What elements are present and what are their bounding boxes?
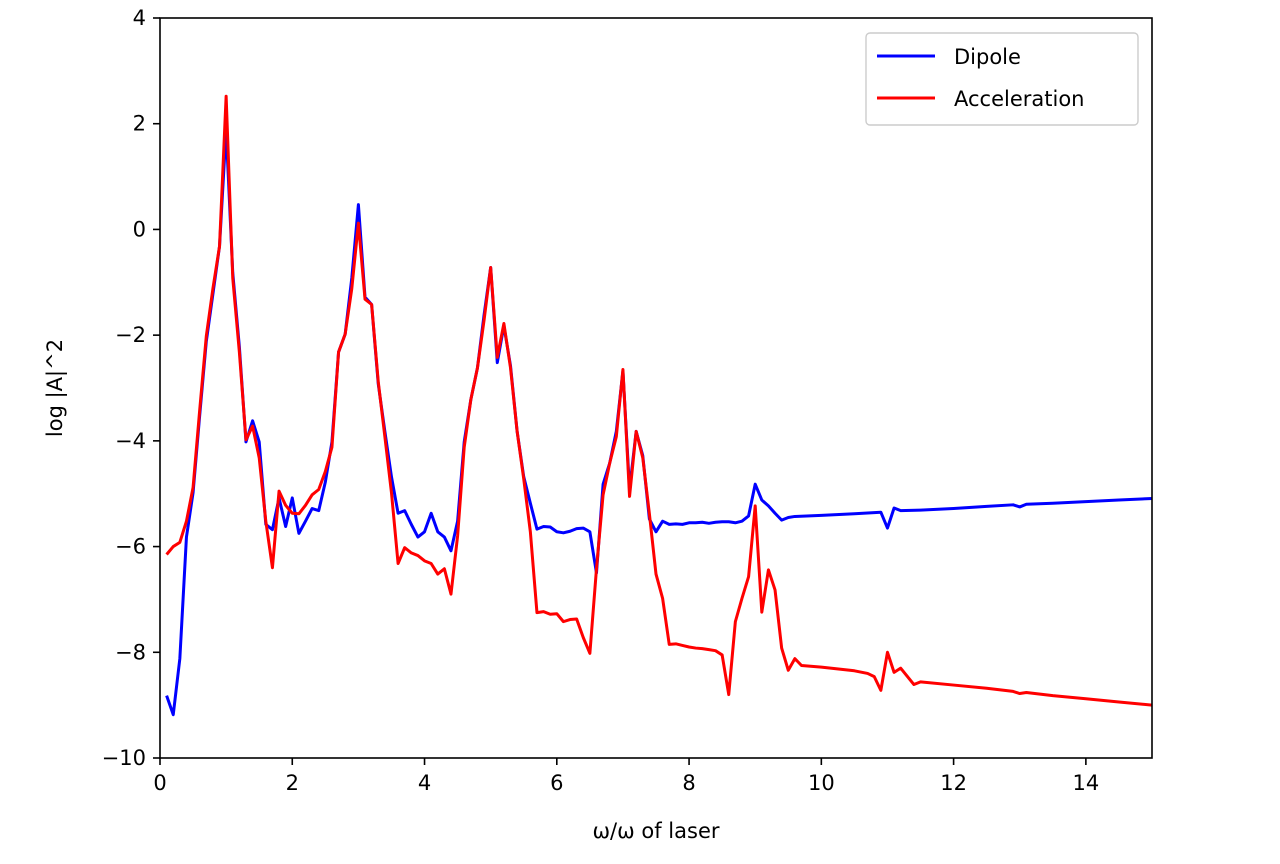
x-tick-label: 12 xyxy=(940,771,967,795)
x-tick-label: 0 xyxy=(153,771,166,795)
y-tick-label: −4 xyxy=(115,429,146,453)
x-tick-label: 10 xyxy=(808,771,835,795)
y-axis: −10 −8 −6 −4 −2 0 2 4 xyxy=(102,6,160,770)
x-tick-label: 8 xyxy=(682,771,695,795)
y-tick-label: 4 xyxy=(133,6,146,30)
legend: Dipole Acceleration xyxy=(865,32,1139,126)
legend-label-dipole: Dipole xyxy=(954,45,1021,69)
x-axis-label: ω/ω of laser xyxy=(592,819,719,843)
x-tick-label: 2 xyxy=(286,771,299,795)
y-axis-label: log |A|^2 xyxy=(43,339,68,437)
plot-frame xyxy=(159,17,1153,759)
y-tick-label: 2 xyxy=(133,112,146,136)
y-tick-label: −10 xyxy=(102,746,146,770)
legend-label-acceleration: Acceleration xyxy=(954,87,1085,111)
series-layer xyxy=(165,94,1152,717)
y-tick-label: −2 xyxy=(115,323,146,347)
y-tick-label: −8 xyxy=(115,640,146,664)
y-tick-label: 0 xyxy=(133,217,146,241)
x-tick-label: 6 xyxy=(550,771,563,795)
series-line-dipole xyxy=(165,127,1152,717)
x-tick-label: 4 xyxy=(418,771,431,795)
y-tick-label: −6 xyxy=(115,535,146,559)
x-axis: 0 2 4 6 8 10 12 14 xyxy=(153,758,1099,795)
series-line-acceleration xyxy=(165,94,1152,707)
x-tick-label: 14 xyxy=(1072,771,1099,795)
